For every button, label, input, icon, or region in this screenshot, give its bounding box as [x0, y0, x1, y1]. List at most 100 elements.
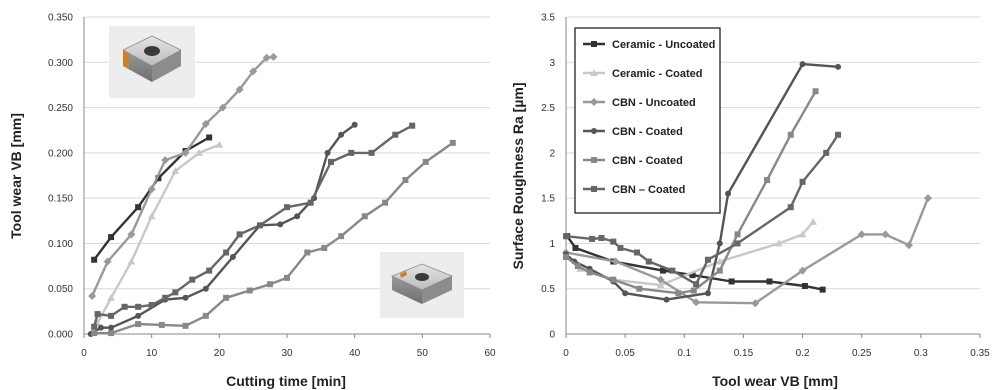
tool-wear-series-6: [91, 122, 416, 330]
tool-wear-x-tick-label: 40: [349, 348, 361, 359]
surface-roughness-series-6-point: [633, 249, 640, 256]
tool-wear-series-6-point: [307, 199, 314, 206]
tool-wear-series-3-point: [88, 291, 97, 300]
legend-swatch-marker: [591, 41, 597, 47]
surface-roughness-x-tick-label: 0.3: [914, 348, 928, 359]
tool-wear-series-6-point: [392, 131, 399, 138]
tool-wear-series-6-point: [256, 222, 263, 229]
surface-roughness-x-tick-label: 0.2: [796, 348, 810, 359]
surface-roughness-series-6-point: [610, 238, 617, 245]
tool-wear-chart-axes: [83, 17, 490, 335]
tool-wear-series-4-point: [351, 121, 358, 128]
tool-wear-series-5-point: [108, 330, 115, 337]
legend-item: Ceramic - Uncoated: [583, 39, 715, 51]
tool-wear-chart-x-ticks: 0 10 20 30 40 50 60: [81, 334, 496, 359]
surface-roughness-series-4-point: [799, 61, 806, 68]
tool-wear-series-4-point: [294, 213, 301, 220]
tool-wear-x-tick-label: 50: [417, 348, 429, 359]
surface-roughness-y-tick-label: 0: [549, 330, 555, 341]
tool-wear-series-6-point: [91, 323, 98, 330]
surface-roughness-y-tick-label: 2: [549, 148, 555, 159]
tool-wear-series-5-point: [361, 213, 368, 220]
surface-roughness-series-6-point: [693, 281, 700, 288]
surface-roughness-series-5-point: [690, 287, 697, 294]
surface-roughness-x-tick-label: 0.15: [734, 348, 754, 359]
tool-wear-y-tick-label: 0.250: [48, 103, 73, 114]
surface-roughness-series-5-point: [734, 231, 741, 238]
tool-wear-y-tick-label: 0.000: [48, 330, 73, 341]
tool-wear-y-tick-label: 0.300: [48, 58, 73, 69]
tool-wear-series-4-point: [97, 324, 104, 331]
surface-roughness-x-tick-label: 0.1: [677, 348, 691, 359]
tool-wear-series-4-point: [324, 149, 331, 156]
surface-roughness-series-6-point: [617, 244, 624, 251]
surface-roughness-series-3-point: [857, 230, 866, 239]
surface-roughness-series-5-point: [716, 267, 723, 274]
tool-wear-series-4-point: [182, 294, 189, 301]
insert-photo-bottom-right: [380, 252, 464, 318]
tool-wear-series-6-point: [284, 204, 290, 211]
tool-wear-series-5-point: [246, 287, 253, 294]
tool-wear-chart: 0.000 0.050 0.100 0.150 0.200 0.250 0.300 0.350…: [8, 13, 496, 390]
surface-roughness-series-5-point: [675, 290, 682, 297]
tool-wear-y-tick-label: 0.150: [48, 194, 73, 205]
tool-wear-series-2-point: [171, 167, 180, 174]
tool-wear-series-3-point: [161, 156, 170, 165]
tool-wear-y-tick-label: 0.100: [48, 239, 73, 250]
legend-label: CBN - Uncoated: [612, 97, 696, 109]
surface-roughness-x-tick-label: 0.05: [615, 348, 635, 359]
tool-wear-series-3-point: [201, 119, 210, 128]
surface-roughness-series-1-point: [801, 282, 808, 289]
tool-wear-x-tick-label: 60: [484, 348, 496, 359]
surface-roughness-series-6: [563, 131, 842, 288]
tool-wear-series-3-point: [262, 53, 271, 62]
tool-wear-series-5-point: [284, 274, 290, 281]
tool-wear-series-4: [87, 121, 358, 337]
legend-item: CBN - Coated: [583, 126, 683, 138]
tool-wear-y-tick-label: 0.050: [48, 284, 73, 295]
surface-roughness-chart-series: [562, 61, 932, 308]
tool-wear-series-5: [91, 139, 456, 337]
surface-roughness-series-2-point: [715, 257, 724, 265]
surface-roughness-series-6-point: [563, 233, 569, 240]
tool-wear-series-6-point: [189, 276, 196, 283]
tool-wear-series-3-point: [235, 85, 244, 94]
legend-swatch-marker: [591, 128, 597, 134]
tool-wear-series-5-line: [92, 141, 454, 335]
legend-swatch-marker: [591, 186, 597, 192]
legend-label: CBN – Coated: [612, 184, 685, 196]
tool-wear-series-2-point: [147, 212, 156, 220]
tool-wear-series-6-point: [172, 289, 179, 296]
legend-items: Ceramic - Uncoated Ceramic - Coated CBN - …: [583, 39, 715, 196]
legend-label: CBN - Coated: [612, 126, 683, 138]
surface-roughness-series-5-point: [636, 285, 643, 292]
tool-wear-series-4-point: [108, 324, 115, 331]
surface-roughness-series-4-point: [716, 240, 723, 247]
tool-wear-series-3-point: [249, 67, 258, 76]
tool-wear-series-5-point: [304, 249, 311, 256]
tool-wear-series-6-point: [121, 303, 128, 310]
surface-roughness-series-3-point: [692, 298, 701, 307]
surface-roughness-series-6-point: [669, 267, 676, 274]
tool-wear-series-6-point: [206, 267, 213, 274]
surface-roughness-series-6-point: [589, 235, 596, 242]
surface-roughness-chart-x-title: Tool wear VB [mm]: [712, 373, 838, 389]
surface-roughness-series-3-point: [881, 230, 890, 239]
surface-roughness-x-tick-label: 0: [563, 348, 569, 359]
tool-wear-series-2-point: [107, 293, 115, 301]
tool-wear-series-4-point: [135, 312, 142, 319]
surface-roughness-series-6-point: [787, 204, 794, 211]
tool-wear-series-3-point: [269, 52, 278, 61]
tool-wear-series-6-point: [236, 231, 243, 238]
tool-wear-series-3-point: [147, 185, 156, 194]
surface-roughness-series-6-point: [734, 240, 741, 247]
tool-wear-series-3-point: [218, 103, 227, 112]
tool-wear-series-6-point: [348, 149, 355, 156]
tool-wear-series-4-point: [277, 221, 284, 228]
surface-roughness-series-6-point: [823, 149, 830, 156]
tool-wear-series-6-point: [148, 302, 155, 309]
tool-wear-x-tick-label: 10: [146, 348, 158, 359]
tool-wear-series-2: [93, 140, 224, 327]
surface-roughness-y-tick-label: 1.5: [541, 194, 555, 205]
